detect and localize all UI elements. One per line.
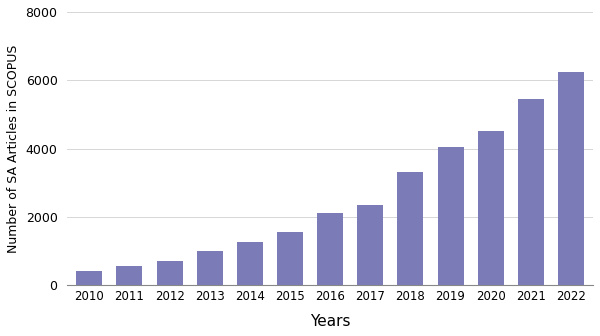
Bar: [76, 271, 103, 285]
Bar: [558, 72, 584, 285]
Bar: [317, 213, 343, 285]
Bar: [478, 131, 504, 285]
Bar: [197, 251, 223, 285]
Bar: [357, 205, 383, 285]
X-axis label: Years: Years: [310, 314, 350, 329]
Bar: [437, 147, 464, 285]
Bar: [237, 242, 263, 285]
Bar: [518, 99, 544, 285]
Y-axis label: Number of SA Articles in SCOPUS: Number of SA Articles in SCOPUS: [7, 44, 20, 253]
Bar: [397, 172, 424, 285]
Bar: [157, 260, 182, 285]
Bar: [116, 266, 142, 285]
Bar: [277, 232, 303, 285]
